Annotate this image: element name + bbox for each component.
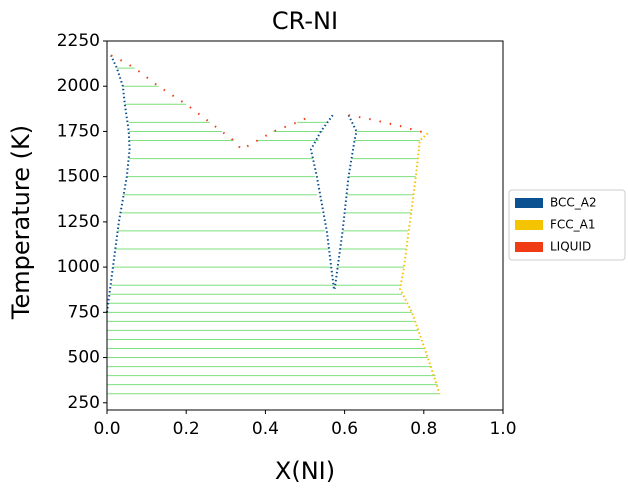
phase-boundary bbox=[106, 55, 358, 313]
x-tick-label: 0.6 bbox=[331, 419, 358, 439]
legend-label: FCC_A1 bbox=[550, 218, 596, 232]
legend-swatch bbox=[515, 198, 543, 208]
y-tick-label: 250 bbox=[68, 393, 100, 413]
legend-label: LIQUID bbox=[550, 240, 591, 254]
y-tick-label: 1750 bbox=[57, 121, 100, 141]
phase-boundary bbox=[110, 54, 428, 151]
legend-swatch bbox=[515, 242, 543, 252]
legend-label: BCC_A2 bbox=[550, 196, 597, 210]
plot-frame bbox=[106, 40, 504, 411]
y-tick-label: 750 bbox=[68, 302, 100, 322]
y-tick-label: 1250 bbox=[57, 212, 100, 232]
x-tick-label: 0.0 bbox=[93, 419, 120, 439]
legend-swatch bbox=[515, 220, 543, 230]
y-axis-label: Temperature (K) bbox=[7, 125, 35, 320]
y-tick-label: 500 bbox=[68, 348, 100, 368]
x-tick-label: 0.2 bbox=[173, 419, 200, 439]
x-axis-label: X(NI) bbox=[275, 457, 335, 485]
x-tick-label: 1.0 bbox=[489, 419, 516, 439]
y-tick-label: 2250 bbox=[57, 31, 100, 51]
x-tick-label: 0.8 bbox=[410, 419, 437, 439]
y-tick-label: 1000 bbox=[57, 257, 100, 277]
x-tick-label: 0.4 bbox=[252, 419, 279, 439]
chart-title: CR-NI bbox=[272, 7, 338, 35]
y-tick-label: 2000 bbox=[57, 76, 100, 96]
phase-boundary bbox=[398, 132, 441, 395]
y-tick-label: 1500 bbox=[57, 167, 100, 187]
